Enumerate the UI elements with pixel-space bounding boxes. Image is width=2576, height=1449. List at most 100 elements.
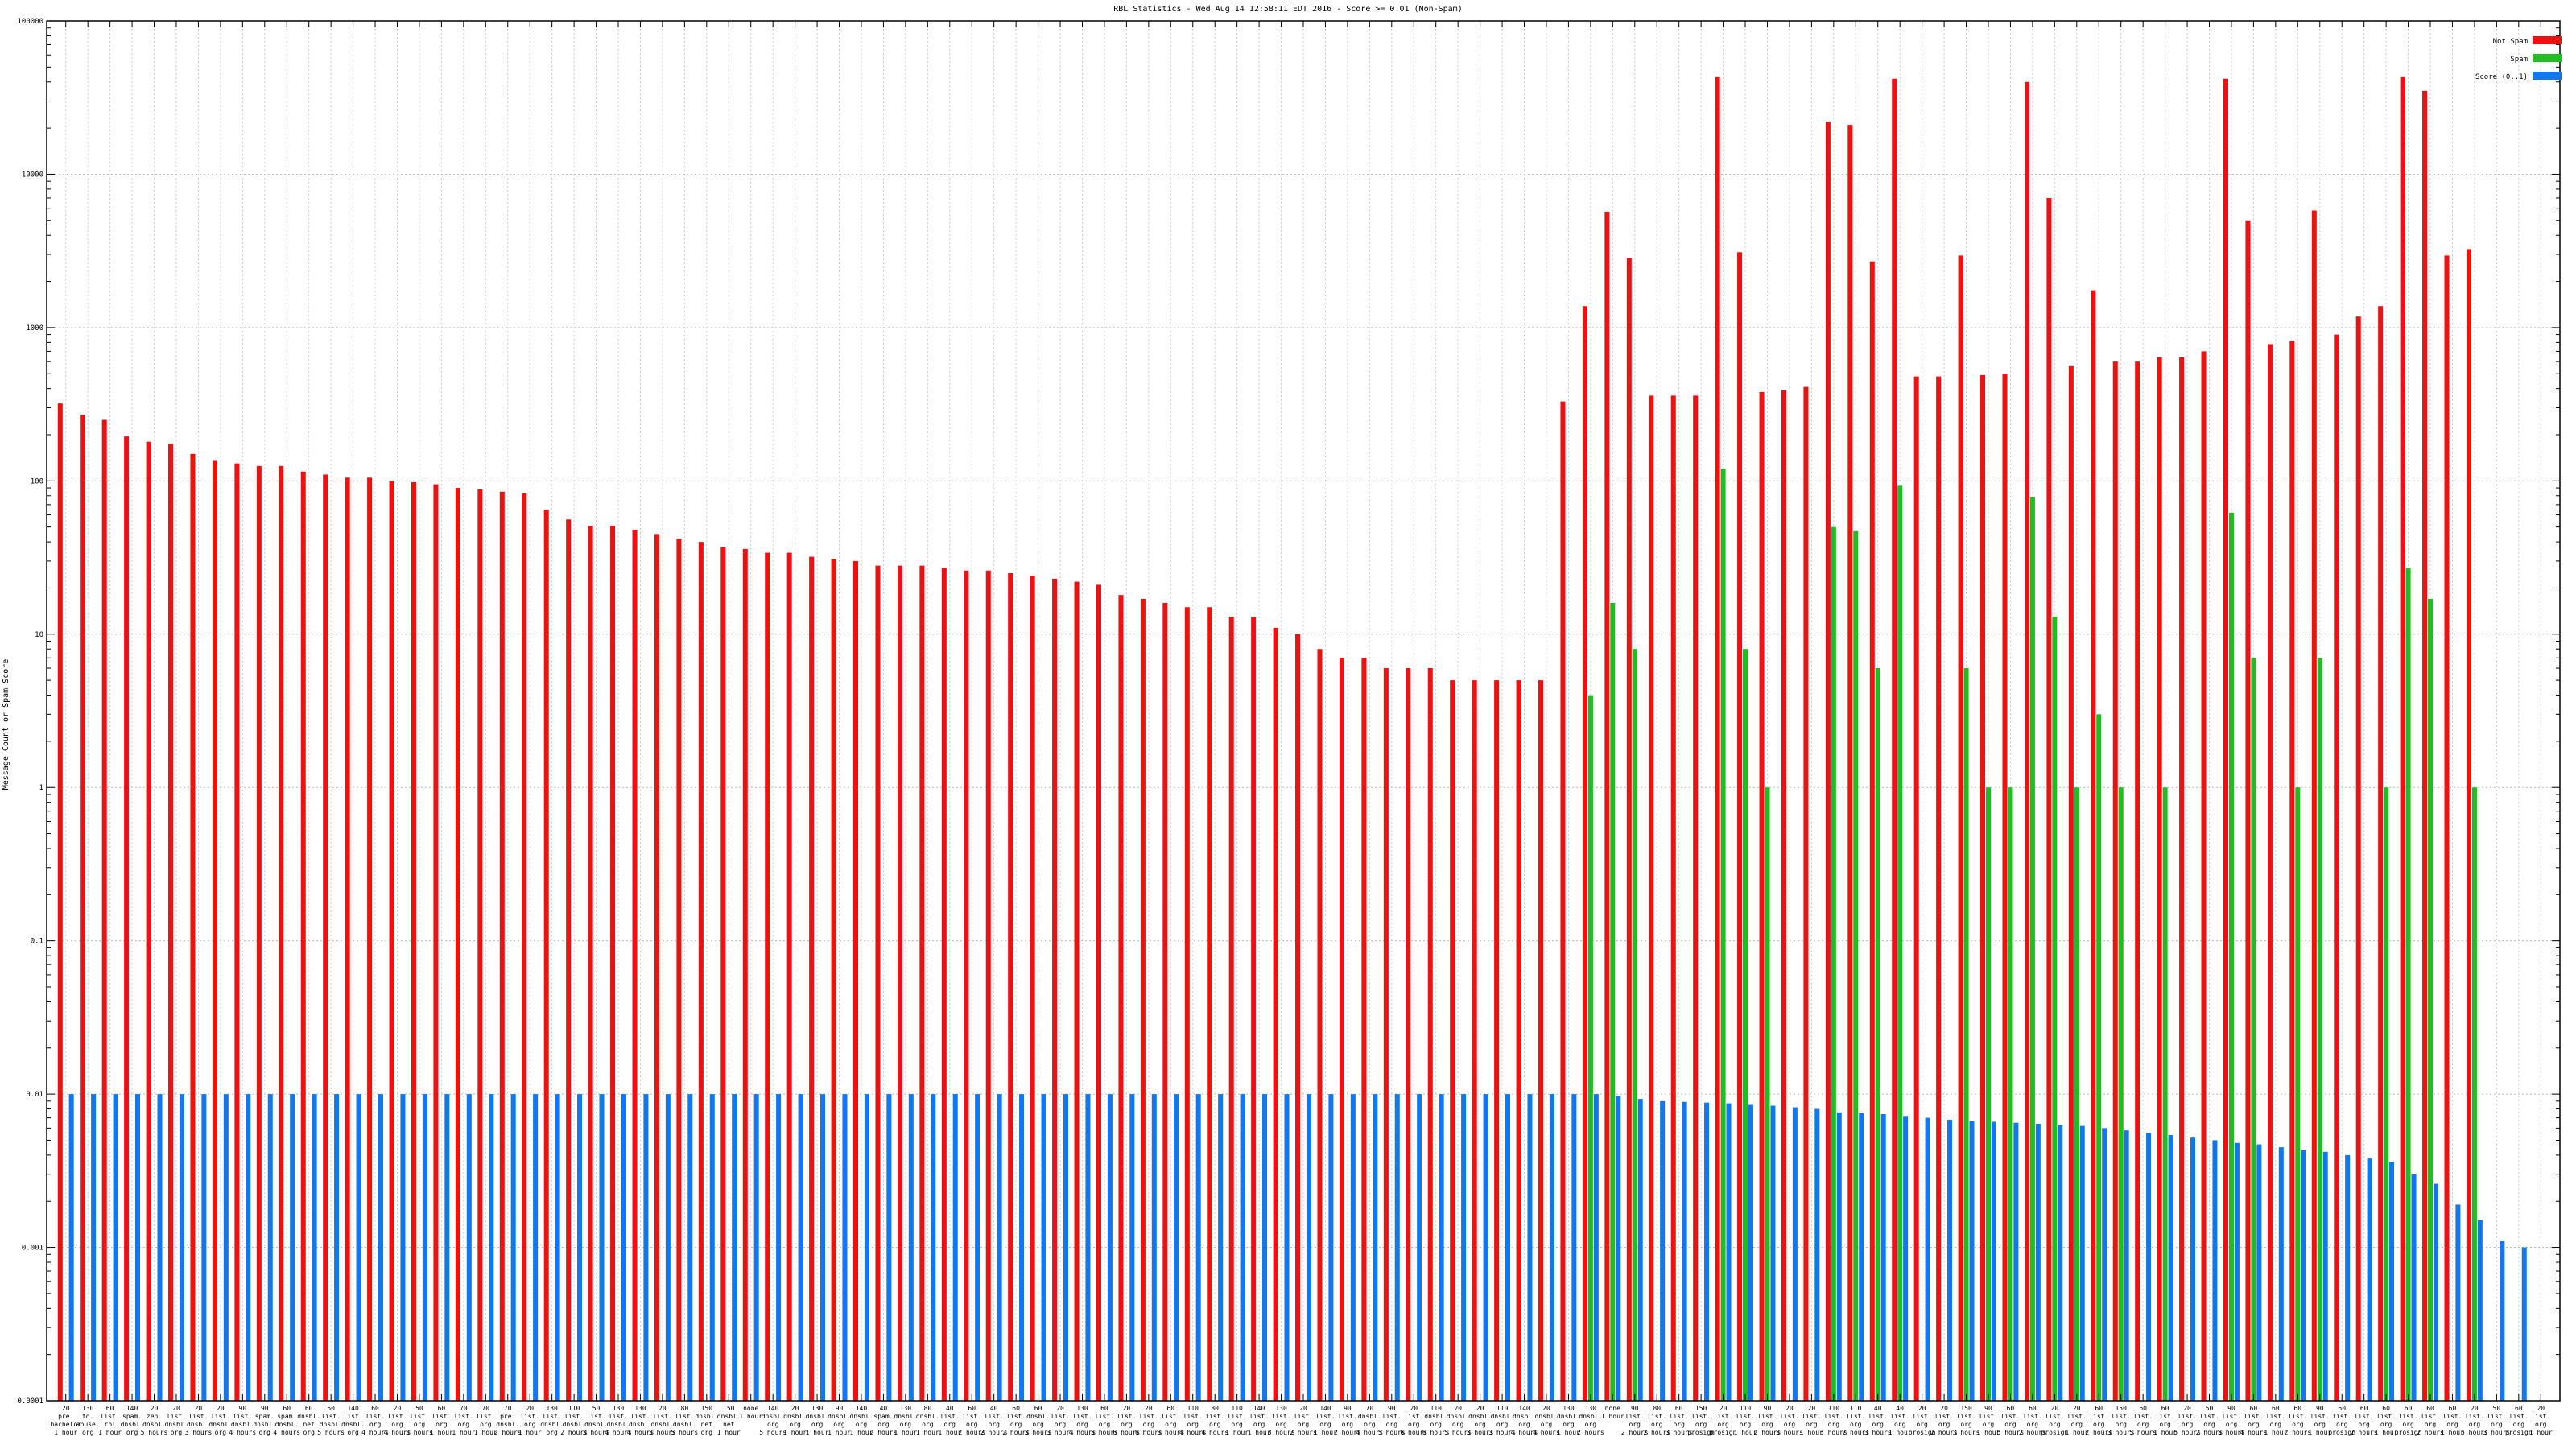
x-category-label: 20 dnsbl. org 3 hours (1467, 1405, 1494, 1436)
bar-score (2256, 1144, 2262, 1401)
bar-score (908, 1094, 914, 1401)
bar-score (2500, 1241, 2505, 1401)
bar-score (643, 1094, 649, 1401)
bar-not-spam (101, 419, 107, 1401)
y-tick-label: 100 (31, 477, 43, 485)
bar-spam (1985, 787, 1992, 1401)
x-category-label: 40 list. org 3 hours (1864, 1405, 1892, 1436)
bar-score (732, 1094, 737, 1401)
x-category-label: 60 list. org 2 hours (2284, 1405, 2311, 1436)
bar-score (2079, 1125, 2085, 1401)
bar-not-spam (919, 565, 925, 1401)
bar-score (2190, 1137, 2196, 1401)
bar-score (2477, 1220, 2483, 1401)
x-category-label: 70 list. org 1 hour (474, 1405, 497, 1436)
bar-not-spam (654, 534, 659, 1401)
bar-score (179, 1094, 184, 1401)
bar-spam (2228, 512, 2234, 1402)
bar-not-spam (2466, 249, 2471, 1401)
bar-score (312, 1094, 317, 1401)
bar-score (533, 1094, 539, 1401)
bar-spam (2052, 617, 2058, 1401)
bar-score (1328, 1094, 1334, 1401)
bar-not-spam (2135, 361, 2140, 1401)
bar-score (68, 1094, 74, 1401)
bar-not-spam (345, 477, 350, 1401)
bar-score (1394, 1094, 1400, 1401)
bar-not-spam (1030, 576, 1035, 1401)
bar-score (1350, 1094, 1356, 1401)
bar-spam (1765, 787, 1770, 1401)
x-category-label: 50 list. org 2 hours (2196, 1405, 2223, 1436)
bar-score (2521, 1247, 2527, 1401)
x-category-label: 130 list. org 4 hours (1069, 1405, 1096, 1436)
bar-not-spam (2422, 90, 2428, 1401)
bar-score (489, 1094, 494, 1401)
x-category-label: 50 list. org 3 hours (406, 1405, 433, 1436)
bar-score (1991, 1121, 1996, 1401)
bar-score (1151, 1094, 1157, 1401)
x-category-label: 90 list. org 2 hours (1754, 1405, 1781, 1436)
bar-not-spam (433, 484, 439, 1402)
bar-score (975, 1094, 980, 1401)
bar-score (2124, 1130, 2129, 1401)
bar-score (2367, 1158, 2372, 1401)
x-category-label: 60 list. org 3 hours (1157, 1405, 1184, 1436)
y-axis-label: Message Count or Spam Score (2, 659, 10, 791)
bar-score (1306, 1094, 1311, 1401)
bar-not-spam (2334, 334, 2339, 1401)
bar-score (2212, 1140, 2218, 1401)
bar-score (466, 1094, 472, 1401)
bar-not-spam (2068, 365, 2074, 1401)
bar-spam (2074, 787, 2079, 1401)
x-category-label: 20 list. org 1 hour (518, 1405, 542, 1436)
x-category-label: 60 list. org 2 hours (2417, 1405, 2444, 1436)
bar-score (842, 1094, 848, 1401)
bar-score (1262, 1094, 1268, 1401)
x-category-label: 140 list. dnsbl. org (341, 1405, 365, 1436)
bar-score (1549, 1094, 1554, 1401)
bar-score (1616, 1096, 1621, 1401)
x-category-label: 20 list. org 5 hours (2461, 1405, 2488, 1436)
x-category-label: 90 spam. dnsbl. org (253, 1405, 276, 1436)
bar-score (1726, 1103, 1732, 1401)
legend-swatch (2533, 54, 2562, 62)
bar-not-spam (1228, 617, 1234, 1401)
bar-not-spam (1494, 680, 1500, 1401)
bar-not-spam (2245, 220, 2251, 1401)
bar-score (135, 1094, 141, 1401)
x-category-label: 60 spam. dnsbl. 4 hours (273, 1405, 300, 1436)
x-category-label: 60 dnsbl. net org (297, 1405, 320, 1436)
x-category-label: 70 dnsbl. org 4 hours (1356, 1405, 1383, 1436)
x-category-label: 20 zen. dnsbl. 5 hours (141, 1405, 168, 1436)
bar-score (1063, 1094, 1069, 1401)
bar-not-spam (1693, 395, 1699, 1401)
bar-score (510, 1094, 516, 1401)
x-category-label: 20 list. org 1 hour (2065, 1405, 2088, 1436)
x-category-label: 130 list. org 3 hours (1268, 1405, 1295, 1436)
bar-not-spam (367, 477, 373, 1401)
x-category-label: 50 list. org 3 hours (2483, 1405, 2511, 1436)
x-category-label: 90 list. org 1 hour (1977, 1405, 2000, 1436)
bar-score (378, 1094, 384, 1401)
bar-spam (2295, 787, 2301, 1401)
x-category-label: 60 list. org 4 hours (361, 1405, 389, 1436)
x-category-label: none 1 hour (1601, 1405, 1624, 1420)
bar-score (1019, 1094, 1025, 1401)
bar-score (1439, 1094, 1444, 1401)
bar-not-spam (1406, 668, 1411, 1401)
bar-not-spam (1295, 634, 1301, 1401)
bar-score (886, 1094, 892, 1401)
x-category-label: 20 dnsbl. org 5 hours (1444, 1405, 1472, 1436)
bar-not-spam (1251, 617, 1257, 1401)
bar-not-spam (212, 460, 217, 1401)
x-category-label: 140 list. org 1 hour (1314, 1405, 1337, 1436)
x-category-label: 60 list. org 5 hours (2129, 1405, 2157, 1436)
bar-not-spam (411, 482, 417, 1401)
y-tick-label: 0.01 (26, 1091, 43, 1099)
bar-score (2035, 1124, 2041, 1401)
bar-spam (1963, 668, 1969, 1401)
bar-not-spam (300, 471, 306, 1402)
bar-not-spam (2267, 344, 2273, 1402)
x-category-label: 90 list. org 5 hours (2218, 1405, 2245, 1436)
